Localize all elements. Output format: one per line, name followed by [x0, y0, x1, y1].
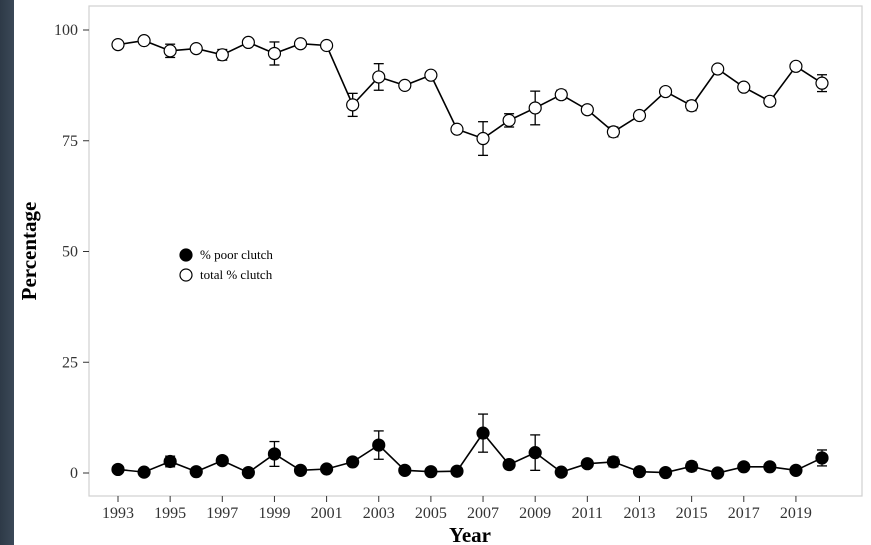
- data-point-poor-clutch: [815, 451, 829, 465]
- data-point-total-clutch: [528, 101, 542, 115]
- data-point-poor-clutch: [267, 447, 282, 461]
- data-point-poor-clutch: [632, 465, 647, 479]
- data-point-poor-clutch: [502, 457, 516, 472]
- data-point-total-clutch: [658, 84, 673, 99]
- data-point-total-clutch: [450, 122, 464, 136]
- x-tick-label: 2017: [728, 505, 760, 522]
- data-point-poor-clutch: [346, 455, 360, 469]
- data-point-poor-clutch: [528, 446, 542, 460]
- data-point-total-clutch: [372, 70, 386, 84]
- data-point-poor-clutch: [711, 466, 725, 480]
- y-axis: 0 25 50 75 100: [54, 22, 89, 482]
- legend-marker-total-clutch: [179, 268, 193, 282]
- data-point-poor-clutch: [398, 463, 412, 477]
- data-point-total-clutch: [189, 42, 203, 56]
- data-point-poor-clutch: [789, 463, 803, 477]
- data-point-total-clutch: [685, 99, 699, 113]
- data-point-poor-clutch: [137, 465, 151, 479]
- y-tick-label: 100: [54, 22, 78, 39]
- data-point-total-clutch: [398, 78, 412, 92]
- data-point-total-clutch: [632, 108, 647, 123]
- data-point-poor-clutch: [476, 426, 490, 440]
- x-tick-label: 2019: [780, 505, 812, 522]
- data-point-poor-clutch: [293, 463, 308, 477]
- data-point-total-clutch: [815, 76, 829, 90]
- data-point-total-clutch: [502, 113, 516, 127]
- data-point-poor-clutch: [685, 459, 699, 473]
- x-tick-label: 1997: [206, 505, 238, 522]
- data-point-total-clutch: [215, 48, 229, 62]
- legend: % poor clutch total % clutch: [179, 247, 273, 282]
- data-point-total-clutch: [111, 38, 125, 52]
- x-tick-label: 2009: [519, 505, 551, 522]
- data-point-total-clutch: [580, 103, 594, 117]
- data-point-total-clutch: [606, 125, 621, 139]
- x-tick-label: 2007: [467, 505, 499, 522]
- data-point-poor-clutch: [424, 465, 438, 479]
- x-tick-label: 1993: [102, 505, 134, 522]
- data-point-poor-clutch: [215, 453, 229, 468]
- data-point-poor-clutch: [658, 465, 673, 480]
- y-tick-label: 25: [62, 354, 78, 371]
- data-point-total-clutch: [163, 44, 177, 58]
- y-axis-title: Percentage: [17, 202, 41, 301]
- data-point-total-clutch: [737, 80, 751, 94]
- data-point-total-clutch: [346, 98, 360, 112]
- legend-label-total-clutch: total % clutch: [200, 267, 273, 282]
- data-point-poor-clutch: [606, 455, 621, 469]
- data-point-total-clutch: [789, 59, 803, 73]
- data-point-total-clutch: [554, 88, 568, 102]
- data-point-poor-clutch: [163, 454, 177, 469]
- x-tick-label: 2011: [572, 505, 603, 522]
- data-point-poor-clutch: [111, 462, 125, 477]
- plot-panel: [88, 5, 863, 497]
- x-axis-title: Year: [449, 523, 491, 545]
- legend-label-poor-clutch: % poor clutch: [200, 247, 273, 262]
- data-point-poor-clutch: [241, 465, 255, 480]
- data-point-total-clutch: [241, 35, 255, 50]
- data-point-total-clutch: [476, 131, 490, 146]
- data-point-poor-clutch: [189, 465, 203, 479]
- data-point-poor-clutch: [763, 460, 777, 474]
- data-point-total-clutch: [137, 34, 151, 48]
- data-point-poor-clutch: [319, 462, 334, 476]
- series-layer: [111, 34, 829, 480]
- data-point-total-clutch: [763, 94, 777, 108]
- legend-marker-poor-clutch: [179, 248, 193, 262]
- data-point-total-clutch: [319, 38, 334, 53]
- x-tick-label: 2001: [311, 505, 343, 522]
- series-line-total-clutch: [117, 39, 823, 140]
- y-tick-label: 0: [70, 465, 78, 482]
- data-point-total-clutch: [293, 37, 308, 51]
- series-poor-clutch: [111, 413, 829, 480]
- x-tick-label: 2013: [623, 505, 655, 522]
- x-tick-label: 1995: [154, 505, 186, 522]
- data-point-poor-clutch: [450, 464, 464, 478]
- x-axis: 1993 1995 1997 1999 2001 2003 2005 2007 2009 2011…: [102, 496, 812, 522]
- data-point-total-clutch: [711, 62, 725, 76]
- data-point-poor-clutch: [580, 457, 594, 471]
- x-tick-label: 2005: [415, 505, 447, 522]
- x-tick-label: 1999: [258, 505, 290, 522]
- series-line-poor-clutch: [117, 431, 823, 474]
- series-total-clutch: [111, 34, 829, 157]
- x-tick-label: 2003: [363, 505, 395, 522]
- data-point-poor-clutch: [554, 465, 568, 479]
- x-tick-label: 2015: [676, 505, 708, 522]
- data-point-total-clutch: [267, 46, 282, 61]
- data-point-total-clutch: [424, 68, 438, 82]
- y-tick-label: 50: [62, 244, 78, 261]
- data-point-poor-clutch: [372, 438, 386, 452]
- data-point-poor-clutch: [737, 460, 751, 474]
- y-tick-label: 75: [62, 133, 78, 150]
